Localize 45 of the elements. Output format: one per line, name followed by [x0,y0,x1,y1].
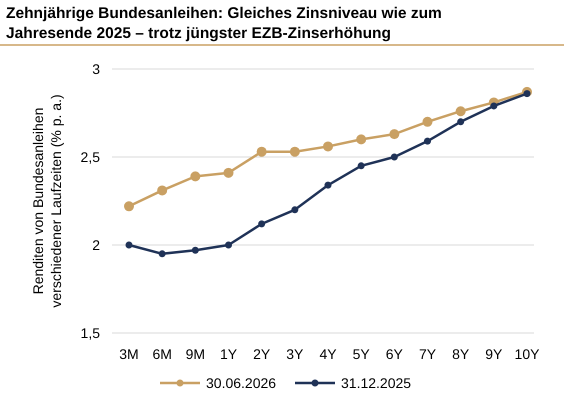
point [256,146,267,157]
point [224,168,234,178]
point [324,182,332,189]
x-tick-label: 2Y [253,346,271,362]
point [157,185,168,196]
point [323,141,333,152]
point [192,246,199,254]
point [490,102,498,110]
point [422,116,432,127]
point [158,250,166,258]
x-tick-label: 9Y [485,346,504,362]
point [290,146,300,157]
point [389,129,400,140]
x-tick-label: 4Y [319,346,338,362]
x-tick-label: 6M [152,346,172,362]
x-tick-label: 1Y [220,346,238,362]
x-tick-label: 5Y [352,346,370,362]
point [524,90,530,98]
point [424,138,431,145]
x-tick-label: 10Y [514,346,540,362]
x-tick-label: 6Y [386,346,404,362]
point [291,206,298,214]
legend-label: 30.06.2026 [206,375,276,391]
y-axis-title: Renditen von Bundesanleihen verschiedener Laufzeiten (% p. a.) [30,94,64,308]
point [124,201,134,212]
point [358,162,365,170]
point [457,118,464,126]
y-tick-label: 1,5 [80,325,100,341]
x-tick-label: 8Y [452,346,470,362]
legend-label: 31.12.2025 [341,375,412,391]
y-tick-label: 3 [92,61,100,77]
x-tick-label: 7Y [418,346,437,362]
x-tick-label: 3Y [286,346,304,362]
point [390,154,398,160]
point [456,106,466,116]
point [126,242,132,248]
point [258,220,266,228]
x-tick-label: 9M [186,346,206,362]
y-tick-label: 2,5 [80,149,100,165]
point [225,242,232,248]
chart-title: Zehnjährige Bundesanleihen: Gleiches Zinsniveau wie zum Jahresende 2025 – trotz jüngster EZB-Zinserhöhung [6,5,442,42]
x-tick-label: 3M [119,346,139,362]
point [356,134,366,144]
y-tick-label: 2 [92,237,100,253]
point [190,171,200,182]
